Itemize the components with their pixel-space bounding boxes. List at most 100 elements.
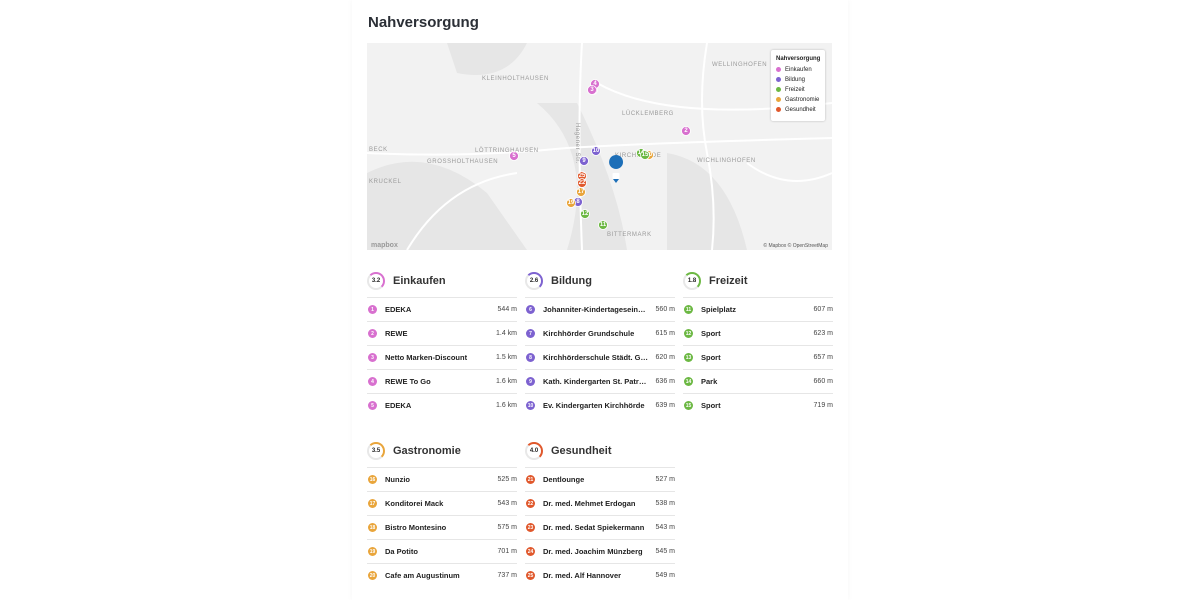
poi-number: 13 bbox=[684, 353, 693, 362]
category-name: Freizeit bbox=[709, 275, 748, 287]
poi-row[interactable]: 15 Sport 719 m bbox=[683, 393, 833, 417]
map[interactable]: WELLINGHOFEN KLEINHOLTHAUSEN LÜCKLEMBERG LÖ… bbox=[367, 43, 832, 250]
map-marker[interactable]: 22 bbox=[577, 178, 587, 188]
poi-name: Da Potito bbox=[385, 547, 418, 556]
poi-number: 6 bbox=[526, 305, 535, 314]
poi-row[interactable]: 17 Konditorei Mack 543 m bbox=[367, 491, 517, 515]
poi-row[interactable]: 14 Park 660 m bbox=[683, 369, 833, 393]
map-marker[interactable]: 12 bbox=[580, 209, 590, 219]
poi-row[interactable]: 4 REWE To Go 1.6 km bbox=[367, 369, 517, 393]
marker-number: 11 bbox=[600, 222, 607, 228]
map-logo: mapbox bbox=[371, 242, 398, 249]
map-legend: Nahversorgung Einkaufen Bildung Freizeit Ga… bbox=[771, 50, 825, 121]
poi-row[interactable]: 23 Dr. med. Sedat Spiekermann 543 m bbox=[525, 515, 675, 539]
poi-row[interactable]: 20 Cafe am Augustinum 737 m bbox=[367, 563, 517, 587]
poi-distance: 525 m bbox=[497, 476, 517, 483]
marker-dot bbox=[566, 198, 576, 208]
category-card: 3.2 Einkaufen 1 EDEKA 544 m 2 REWE 1.4 km 3 Netto… bbox=[367, 270, 517, 417]
poi-number: 8 bbox=[526, 353, 535, 362]
poi-number: 14 bbox=[684, 377, 693, 386]
place-label: BITTERMARK bbox=[607, 232, 652, 238]
map-marker[interactable]: 10 bbox=[591, 146, 601, 156]
poi-name: Konditorei Mack bbox=[385, 499, 444, 508]
legend-swatch bbox=[776, 97, 781, 102]
poi-number: 11 bbox=[684, 305, 693, 314]
poi-row[interactable]: 18 Bistro Montesino 575 m bbox=[367, 515, 517, 539]
poi-row[interactable]: 5 EDEKA 1.6 km bbox=[367, 393, 517, 417]
legend-label: Bildung bbox=[785, 76, 806, 83]
poi-distance: 701 m bbox=[497, 548, 517, 555]
poi-row[interactable]: 12 Sport 623 m bbox=[683, 321, 833, 345]
poi-name: Kath. Kindergarten St. Patr… bbox=[543, 377, 647, 386]
poi-row[interactable]: 21 Dentlounge 527 m bbox=[525, 467, 675, 491]
poi-number: 18 bbox=[368, 523, 377, 532]
poi-distance: 543 m bbox=[497, 500, 517, 507]
poi-row[interactable]: 3 Netto Marken-Discount 1.5 km bbox=[367, 345, 517, 369]
map-marker[interactable]: 9 bbox=[579, 156, 589, 166]
poi-row[interactable]: 6 Johanniter-Kindertagesein… 560 m bbox=[525, 297, 675, 321]
poi-name: Dr. med. Mehmet Erdogan bbox=[543, 499, 636, 508]
map-marker[interactable]: 15 bbox=[640, 150, 650, 160]
score-badge: 2.6 bbox=[525, 272, 543, 290]
poi-row[interactable]: 24 Dr. med. Joachim Münzberg 545 m bbox=[525, 539, 675, 563]
poi-distance: 623 m bbox=[813, 330, 833, 337]
poi-row[interactable]: 11 Spielplatz 607 m bbox=[683, 297, 833, 321]
poi-distance: 560 m bbox=[655, 306, 675, 313]
poi-distance: 1.6 km bbox=[495, 402, 517, 409]
poi-row[interactable]: 10 Ev. Kindergarten Kirchhörde 639 m bbox=[525, 393, 675, 417]
map-marker[interactable]: 11 bbox=[598, 220, 608, 230]
legend-item: Gastronomie bbox=[776, 96, 825, 103]
poi-distance: 657 m bbox=[813, 354, 833, 361]
score-badge: 3.2 bbox=[367, 272, 385, 290]
roads bbox=[367, 43, 832, 250]
poi-row[interactable]: 9 Kath. Kindergarten St. Patr… 636 m bbox=[525, 369, 675, 393]
poi-name: Sport bbox=[701, 401, 721, 410]
poi-name: Sport bbox=[701, 353, 721, 362]
place-label: WELLINGHOFEN bbox=[712, 62, 767, 68]
poi-row[interactable]: 7 Kirchhörder Grundschule 615 m bbox=[525, 321, 675, 345]
poi-number: 4 bbox=[368, 377, 377, 386]
category-card: 2.6 Bildung 6 Johanniter-Kindertagesein… 560… bbox=[525, 270, 675, 417]
poi-distance: 1.5 km bbox=[495, 354, 517, 361]
map-marker[interactable]: 17 bbox=[576, 187, 586, 197]
map-marker[interactable]: 3 bbox=[587, 85, 597, 95]
category-name: Gesundheit bbox=[551, 445, 612, 457]
home-pin bbox=[609, 155, 624, 183]
marker-number: 19 bbox=[568, 200, 575, 206]
poi-row[interactable]: 25 Dr. med. Alf Hannover 549 m bbox=[525, 563, 675, 587]
map-marker[interactable]: 8 bbox=[573, 197, 583, 207]
poi-number: 17 bbox=[368, 499, 377, 508]
poi-row[interactable]: 19 Da Potito 701 m bbox=[367, 539, 517, 563]
poi-row[interactable]: 16 Nunzio 525 m bbox=[367, 467, 517, 491]
poi-name: Dr. med. Alf Hannover bbox=[543, 571, 622, 580]
poi-row[interactable]: 1 EDEKA 544 m bbox=[367, 297, 517, 321]
poi-distance: 636 m bbox=[655, 378, 675, 385]
map-attribution: © Mapbox © OpenStreetMap bbox=[763, 242, 828, 249]
poi-row[interactable]: 8 Kirchhörderschule Städt. G… 620 m bbox=[525, 345, 675, 369]
marker-dot bbox=[509, 151, 519, 161]
home-icon bbox=[612, 173, 620, 179]
poi-row[interactable]: 13 Sport 657 m bbox=[683, 345, 833, 369]
poi-distance: 527 m bbox=[655, 476, 675, 483]
poi-row[interactable]: 22 Dr. med. Mehmet Erdogan 538 m bbox=[525, 491, 675, 515]
map-marker[interactable]: 19 bbox=[566, 198, 576, 208]
poi-name: EDEKA bbox=[385, 401, 412, 410]
marker-number: 25 bbox=[579, 173, 586, 179]
poi-number: 9 bbox=[526, 377, 535, 386]
legend-label: Gesundheit bbox=[785, 106, 816, 113]
place-label: LÖTTRINGHAUSEN bbox=[475, 147, 539, 154]
poi-number: 7 bbox=[526, 329, 535, 338]
place-label: BECK bbox=[369, 147, 388, 153]
poi-row[interactable]: 2 REWE 1.4 km bbox=[367, 321, 517, 345]
poi-distance: 639 m bbox=[655, 402, 675, 409]
card-header: 1.8 Freizeit bbox=[683, 270, 833, 292]
map-marker[interactable]: 2 bbox=[681, 126, 691, 136]
marker-number: 3 bbox=[590, 87, 594, 93]
poi-name: Dr. med. Sedat Spiekermann bbox=[543, 523, 645, 532]
category-name: Gastronomie bbox=[393, 445, 461, 457]
poi-name: Johanniter-Kindertagesein… bbox=[543, 305, 646, 314]
map-marker[interactable]: 5 bbox=[509, 151, 519, 161]
poi-name: Kirchhörder Grundschule bbox=[543, 329, 635, 338]
marker-number: 5 bbox=[512, 153, 516, 159]
